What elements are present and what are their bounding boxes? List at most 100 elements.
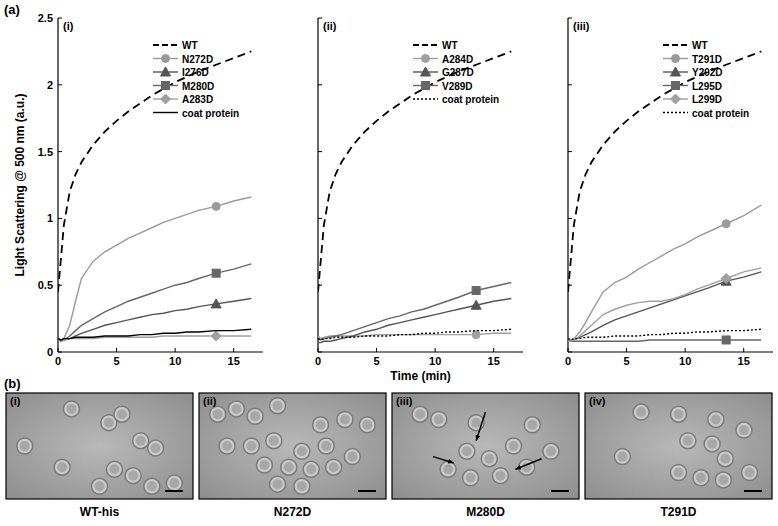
scale-bar (165, 490, 183, 492)
x-tick-label: 10 (429, 355, 441, 367)
particle-core (109, 464, 119, 474)
particle (431, 412, 447, 428)
arrow (433, 457, 454, 463)
legend-label: N272D (182, 54, 213, 65)
legend-label: V289D (442, 81, 473, 92)
series-line (318, 299, 511, 343)
particle (318, 438, 334, 454)
particle-core (745, 468, 755, 478)
plot-area (58, 51, 251, 341)
particle-core (718, 475, 728, 485)
legend-swatch (413, 98, 438, 99)
particle-core (213, 409, 223, 419)
particle-core (128, 471, 138, 481)
marker (721, 274, 731, 284)
x-tick (685, 348, 686, 352)
particle (742, 465, 758, 481)
x-axis (568, 351, 773, 352)
particle (210, 406, 226, 422)
particle (326, 459, 342, 475)
particle-core (273, 401, 283, 411)
legend-marker (671, 94, 681, 104)
x-axis-label: Time (min) (390, 369, 450, 383)
particle (344, 449, 360, 465)
marker (722, 336, 730, 344)
y-tick (318, 84, 322, 85)
particle (270, 398, 286, 414)
scale-bar (744, 490, 762, 492)
particle (270, 476, 286, 492)
particle-core (484, 454, 494, 464)
particle (303, 461, 319, 477)
legend-label: A283D (182, 94, 213, 105)
micrograph: (ii)N272D (199, 393, 386, 519)
x-tick-label: 0 (315, 355, 321, 367)
particle-core (231, 404, 241, 414)
legend-label: T291D (692, 54, 722, 65)
particle-core (57, 462, 67, 472)
particle-core (462, 446, 472, 456)
particle-core (273, 479, 283, 489)
particle-core (151, 443, 161, 453)
y-tick (568, 352, 572, 353)
particle-core (259, 460, 269, 470)
particle-core (636, 407, 646, 417)
particle (633, 404, 649, 420)
legend-swatch (153, 112, 178, 113)
particle (717, 451, 733, 467)
legend-marker (671, 67, 681, 76)
legend-label: L299D (692, 94, 722, 105)
particle-core (527, 420, 537, 430)
series-line (568, 329, 761, 340)
particle (92, 478, 108, 494)
particle-core (95, 481, 105, 491)
particle-core (739, 425, 749, 435)
particle-core (495, 471, 505, 481)
y-tick-label: 1.5 (38, 146, 53, 158)
particle (704, 436, 720, 452)
legend-swatch (663, 44, 688, 46)
x-tick-label: 10 (169, 355, 181, 367)
particle-core (117, 409, 127, 419)
y-tick (58, 84, 62, 85)
marker (471, 300, 481, 309)
y-tick (318, 18, 322, 19)
y-tick (58, 218, 62, 219)
y-tick (58, 352, 62, 353)
particle-core (696, 473, 706, 483)
x-tick-label: 0 (565, 355, 571, 367)
particle (166, 475, 182, 491)
particle-core (222, 441, 232, 451)
legend-marker (672, 55, 680, 63)
particle (256, 457, 272, 473)
particle-core (147, 481, 157, 491)
arrow-head (515, 465, 521, 469)
particle-core (284, 462, 294, 472)
particle (219, 438, 235, 454)
particle-core (104, 418, 114, 428)
particle (294, 443, 310, 459)
particle-core (297, 446, 307, 456)
series-line (58, 299, 251, 342)
y-tick-label: 2.5 (38, 12, 53, 24)
legend-swatch (663, 112, 688, 113)
particle (481, 451, 497, 467)
series-line (568, 340, 761, 341)
arrow-head (448, 459, 454, 463)
panel-title: (ii) (323, 20, 337, 32)
series-line (318, 329, 511, 340)
particle-core (674, 468, 684, 478)
legend-marker (161, 67, 171, 76)
particle (17, 438, 33, 454)
legend-label: I276D (182, 67, 209, 78)
x-tick (743, 348, 744, 352)
particle (671, 465, 687, 481)
legend-marker (162, 82, 170, 90)
panel-label: (a) (4, 2, 20, 17)
y-axis (317, 18, 318, 352)
x-tick-label: 0 (55, 355, 61, 367)
micrograph-frame (585, 393, 772, 499)
micrograph: (iv)T291D (585, 393, 772, 519)
x-tick-label: 15 (738, 355, 750, 367)
particle (671, 406, 687, 422)
